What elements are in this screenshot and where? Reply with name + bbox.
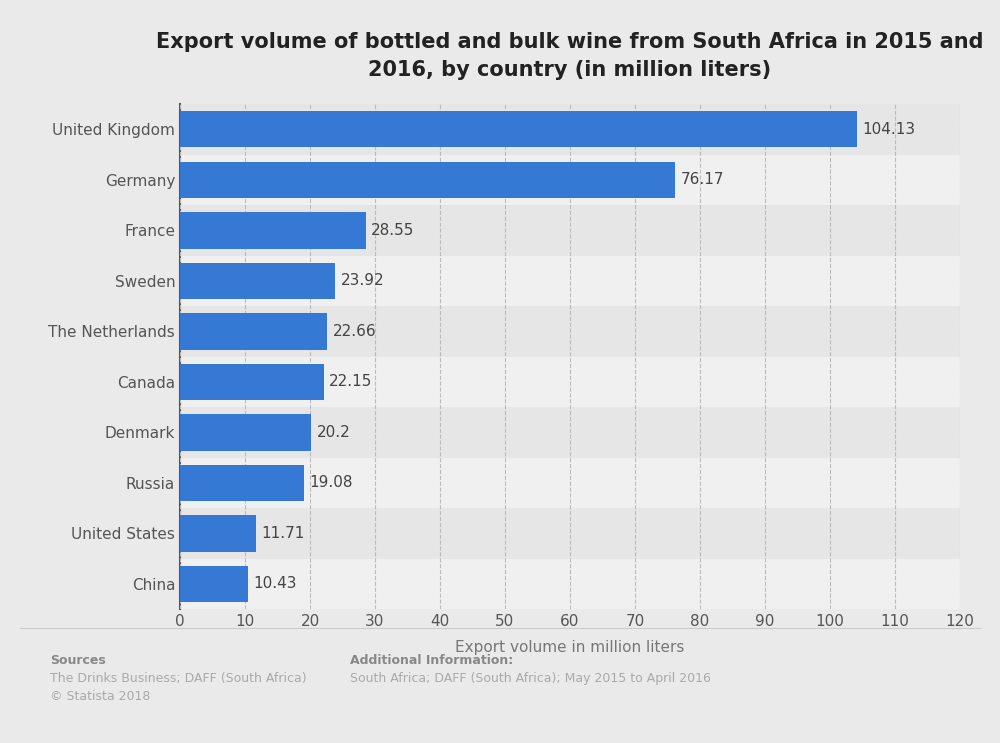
Bar — [180, 162, 675, 198]
Bar — [180, 364, 324, 400]
X-axis label: Export volume in million liters: Export volume in million liters — [455, 640, 685, 655]
Text: The Drinks Business; DAFF (South Africa)
© Statista 2018: The Drinks Business; DAFF (South Africa)… — [50, 672, 307, 704]
Bar — [180, 306, 960, 357]
Bar — [180, 357, 960, 407]
Bar — [180, 508, 960, 559]
Text: 23.92: 23.92 — [341, 273, 384, 288]
Bar — [180, 155, 960, 205]
Text: 22.66: 22.66 — [332, 324, 376, 339]
Text: South Africa; DAFF (South Africa); May 2015 to April 2016: South Africa; DAFF (South Africa); May 2… — [350, 672, 711, 685]
Bar — [180, 516, 256, 551]
Text: 104.13: 104.13 — [862, 122, 915, 137]
Bar — [180, 263, 335, 299]
Text: 22.15: 22.15 — [329, 374, 373, 389]
Text: 76.17: 76.17 — [680, 172, 724, 187]
Bar — [180, 415, 311, 450]
Bar — [180, 104, 960, 155]
Bar — [180, 212, 366, 248]
Bar — [180, 205, 960, 256]
Text: 11.71: 11.71 — [261, 526, 305, 541]
Bar — [180, 566, 248, 602]
Bar — [180, 458, 960, 508]
Text: 28.55: 28.55 — [371, 223, 414, 238]
Text: 19.08: 19.08 — [309, 476, 353, 490]
Bar — [180, 465, 304, 501]
Bar — [180, 111, 857, 147]
Text: Sources: Sources — [50, 654, 106, 666]
Bar — [180, 314, 327, 349]
Bar — [180, 407, 960, 458]
Bar — [180, 256, 960, 306]
Text: 20.2: 20.2 — [316, 425, 350, 440]
Text: Additional Information:: Additional Information: — [350, 654, 513, 666]
Text: 10.43: 10.43 — [253, 577, 296, 591]
Bar — [180, 559, 960, 609]
Title: Export volume of bottled and bulk wine from South Africa in 2015 and
2016, by co: Export volume of bottled and bulk wine f… — [156, 32, 984, 80]
